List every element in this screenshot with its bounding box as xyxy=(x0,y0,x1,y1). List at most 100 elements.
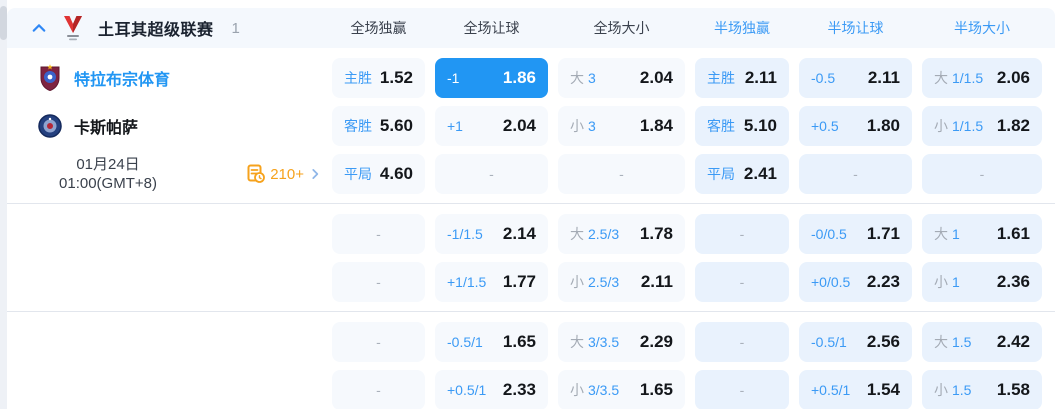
odds-prefix: 大 xyxy=(934,226,948,242)
odds-cell[interactable]: -0/0.5 1.71 xyxy=(799,214,912,254)
odds-label: +0.5 xyxy=(811,118,839,134)
odds-prefix: 小 xyxy=(570,382,584,398)
odds-prefix: 大 xyxy=(570,70,584,86)
odds-value: 2.23 xyxy=(866,272,900,291)
chevron-right-icon xyxy=(308,167,322,181)
odds-label: 3 xyxy=(588,70,596,86)
no-odds-dash: - xyxy=(739,334,745,350)
odds-row: - -1/1.5 2.14 大 2.5/3 1.78 - -0/0.5 1.71… xyxy=(7,214,1055,254)
odds-value: 1.82 xyxy=(996,116,1030,135)
odds-cell[interactable]: -1/1.5 2.14 xyxy=(435,214,548,254)
odds-cell-empty: - xyxy=(332,262,425,302)
no-odds-dash: - xyxy=(979,166,985,182)
home-team-name: 特拉布宗体育 xyxy=(74,72,171,89)
odds-label: 3 xyxy=(588,118,596,134)
odds-cell[interactable]: 大 1.5 2.42 xyxy=(922,322,1042,362)
odds-prefix: 小 xyxy=(570,274,584,290)
odds-cell-empty: - xyxy=(922,154,1042,194)
more-markets-link[interactable]: 210+ xyxy=(246,164,322,184)
odds-cell-empty: - xyxy=(695,214,789,254)
away-team-row: 卡斯帕萨 xyxy=(22,114,322,138)
odds-cell[interactable]: 大 1/1.5 2.06 xyxy=(922,58,1042,98)
odds-label: 客胜 xyxy=(344,118,372,134)
odds-cell[interactable]: 小 1.5 1.58 xyxy=(922,370,1042,409)
odds-label: 1/1.5 xyxy=(952,70,984,86)
odds-cell-empty: - xyxy=(332,322,425,362)
odds-value: 2.11 xyxy=(867,68,900,87)
odds-cell-empty: - xyxy=(695,262,789,302)
no-odds-dash: - xyxy=(489,166,494,182)
odds-prefix: 小 xyxy=(934,274,948,290)
odds-prefix: 小 xyxy=(934,382,948,398)
odds-cell[interactable]: 大 3/3.5 2.29 xyxy=(558,322,685,362)
odds-value: 2.41 xyxy=(743,164,777,183)
left-scrollbar-thumb[interactable] xyxy=(0,6,7,40)
left-scrollbar-track xyxy=(0,0,7,409)
odds-cell-selected[interactable]: -1 1.86 xyxy=(435,58,548,98)
league-logo xyxy=(62,14,84,42)
odds-value: 2.14 xyxy=(502,224,536,243)
odds-value: 1.80 xyxy=(866,116,900,135)
odds-cell-empty: - xyxy=(332,370,425,409)
odds-cell[interactable]: +0.5 1.80 xyxy=(799,106,912,146)
column-header-ht-handicap: 半场让球 xyxy=(827,20,884,36)
match-date: 01月24日 xyxy=(76,156,140,173)
odds-cell[interactable]: -0.5 2.11 xyxy=(799,58,912,98)
odds-cell[interactable]: +0.5/1 2.33 xyxy=(435,370,548,409)
odds-label: 平局 xyxy=(344,166,372,182)
odds-cell[interactable]: +0/0.5 2.23 xyxy=(799,262,912,302)
odds-value: 1.71 xyxy=(866,224,900,243)
odds-value: 2.36 xyxy=(996,272,1030,291)
odds-cell[interactable]: 小 1 2.36 xyxy=(922,262,1042,302)
odds-label: 客胜 xyxy=(707,118,735,134)
odds-cell[interactable]: 主胜 2.11 xyxy=(695,58,789,98)
odds-cell[interactable]: 平局 4.60 xyxy=(332,154,425,194)
odds-cell[interactable]: 大 2.5/3 1.78 xyxy=(558,214,685,254)
odds-value: 5.10 xyxy=(743,116,777,135)
odds-prefix: 大 xyxy=(934,70,948,86)
odds-cell[interactable]: 大 3 2.04 xyxy=(558,58,685,98)
odds-cell[interactable]: 小 3 1.84 xyxy=(558,106,685,146)
odds-label: 主胜 xyxy=(707,70,735,86)
odds-label: -1/1.5 xyxy=(447,226,483,242)
odds-value: 1.54 xyxy=(866,380,900,399)
odds-label: +0/0.5 xyxy=(811,274,851,290)
no-odds-dash: - xyxy=(619,166,624,182)
odds-section-main: 特拉布宗体育 主胜 1.52 -1 1.86 大 3 2.04 主胜 2.11 … xyxy=(7,48,1055,203)
odds-value: 2.04 xyxy=(639,68,673,87)
odds-cell[interactable]: +1/1.5 1.77 xyxy=(435,262,548,302)
odds-cell[interactable]: +0.5/1 1.54 xyxy=(799,370,912,409)
odds-label: 1.5 xyxy=(952,334,972,350)
odds-row: 01月24日 01:00(GMT+8) 210+ xyxy=(7,154,1055,194)
odds-cell[interactable]: -0.5/1 1.65 xyxy=(435,322,548,362)
odds-cell[interactable]: -0.5/1 2.56 xyxy=(799,322,912,362)
odds-cell[interactable]: 客胜 5.10 xyxy=(695,106,789,146)
odds-value: 2.42 xyxy=(996,332,1030,351)
odds-cell[interactable]: +1 2.04 xyxy=(435,106,548,146)
odds-label: -0.5/1 xyxy=(447,334,483,350)
odds-label: 1/1.5 xyxy=(952,118,984,134)
odds-section-alt-2: - -0.5/1 1.65 大 3/3.5 2.29 - -0.5/1 2.56… xyxy=(7,311,1055,409)
no-odds-dash: - xyxy=(376,274,381,290)
odds-label: -1 xyxy=(447,70,460,86)
odds-label: +0.5/1 xyxy=(811,382,851,398)
odds-cell[interactable]: 小 3/3.5 1.65 xyxy=(558,370,685,409)
odds-value: 2.06 xyxy=(996,68,1030,87)
odds-label: 1 xyxy=(952,226,960,242)
odds-prefix: 大 xyxy=(570,226,584,242)
odds-value: 1.78 xyxy=(639,224,673,243)
odds-label: 3/3.5 xyxy=(588,382,620,398)
odds-cell[interactable]: 主胜 1.52 xyxy=(332,58,425,98)
match-datetime: 01月24日 01:00(GMT+8) xyxy=(28,155,188,193)
odds-cell[interactable]: 大 1 1.61 xyxy=(922,214,1042,254)
odds-cell-empty: - xyxy=(558,154,685,194)
odds-cell[interactable]: 小 1/1.5 1.82 xyxy=(922,106,1042,146)
odds-cell[interactable]: 平局 2.41 xyxy=(695,154,789,194)
odds-value: 4.60 xyxy=(379,164,413,183)
odds-value: 2.11 xyxy=(744,68,777,87)
odds-cell[interactable]: 客胜 5.60 xyxy=(332,106,425,146)
match-time: 01:00(GMT+8) xyxy=(59,175,157,192)
chevron-up-icon[interactable] xyxy=(30,19,48,37)
odds-cell[interactable]: 小 2.5/3 2.11 xyxy=(558,262,685,302)
odds-prefix: 大 xyxy=(934,334,948,350)
